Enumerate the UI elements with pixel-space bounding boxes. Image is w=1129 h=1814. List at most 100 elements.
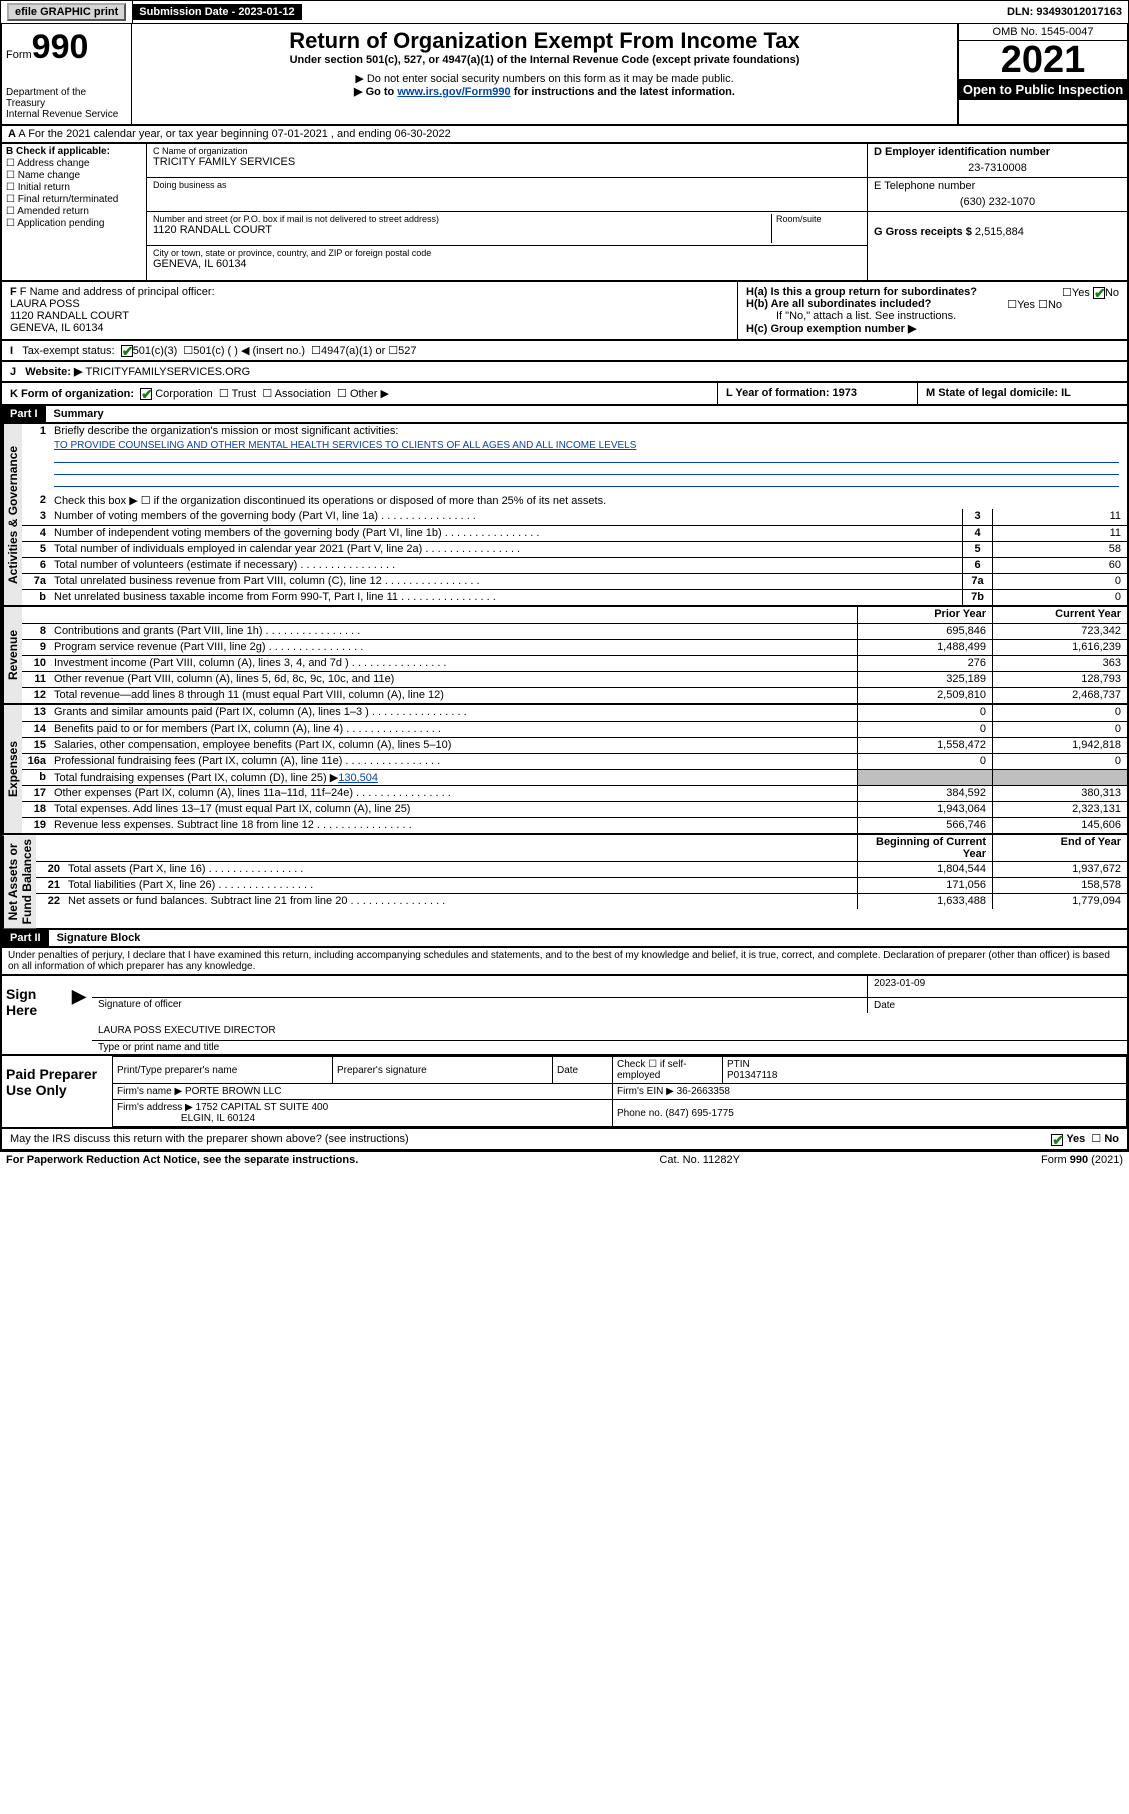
c18: 2,323,131 <box>992 802 1127 817</box>
l22: Net assets or fund balances. Subtract li… <box>64 894 857 909</box>
city: GENEVA, IL 60134 <box>153 258 861 270</box>
open-inspection: Open to Public Inspection <box>959 79 1127 100</box>
row-k: K Form of organization: Corporation ☐ Tr… <box>0 383 1129 406</box>
p10: 276 <box>857 656 992 671</box>
officer-addr2: GENEVA, IL 60134 <box>10 322 729 334</box>
chk-final[interactable]: ☐ Final return/terminated <box>6 194 142 205</box>
irs-link[interactable]: www.irs.gov/Form990 <box>397 86 510 98</box>
opt-other: Other ▶ <box>350 388 389 400</box>
sign-section: Sign Here ▶ 2023-01-09 Signature of offi… <box>0 976 1129 1056</box>
chk-amended[interactable]: ☐ Amended return <box>6 206 142 217</box>
firm: PORTE BROWN LLC <box>185 1086 282 1097</box>
c17: 380,313 <box>992 786 1127 801</box>
h2: Preparer's signature <box>333 1057 553 1084</box>
phone-label: Phone no. <box>617 1108 663 1119</box>
ha-no-check[interactable] <box>1093 287 1105 299</box>
p8: 695,846 <box>857 624 992 639</box>
firm-ein: 36-2663358 <box>677 1086 730 1097</box>
dln: DLN: 93493012017163 <box>1001 4 1128 20</box>
c21: 158,578 <box>992 878 1127 893</box>
chk-501c3[interactable] <box>121 345 133 357</box>
part1-title: Summary <box>46 406 112 422</box>
efile-cell: efile GRAPHIC print <box>1 1 133 23</box>
form-number: 990 <box>32 28 89 66</box>
block-bcd: B Check if applicable: ☐ Address change … <box>0 144 1129 282</box>
p18: 1,943,064 <box>857 802 992 817</box>
firm-addr1: 1752 CAPITAL ST SUITE 400 <box>196 1102 329 1113</box>
chk-pending[interactable]: ☐ Application pending <box>6 218 142 229</box>
l5: Total number of individuals employed in … <box>50 542 962 557</box>
sig-date: 2023-01-09 <box>867 976 1127 997</box>
website: TRICITYFAMILYSERVICES.ORG <box>86 366 251 378</box>
website-label: Website: ▶ <box>25 365 82 378</box>
chk-name[interactable]: ☐ Name change <box>6 170 142 181</box>
preparer-section: Paid Preparer Use Only Print/Type prepar… <box>0 1056 1129 1129</box>
arrow-icon: ▶ <box>72 986 86 1006</box>
tax-year: 2021 <box>959 41 1127 79</box>
p17: 384,592 <box>857 786 992 801</box>
p14: 0 <box>857 722 992 737</box>
g-label: G Gross receipts $ <box>874 226 972 238</box>
l16b: Total fundraising expenses (Part IX, col… <box>50 770 857 785</box>
chk-corp[interactable] <box>140 388 152 400</box>
opt-501c: 501(c) ( ) ◀ (insert no.) <box>193 344 305 357</box>
h1: Print/Type preparer's name <box>113 1057 333 1084</box>
l13: Grants and similar amounts paid (Part IX… <box>50 705 857 721</box>
ha-yes[interactable]: Yes <box>1072 287 1090 299</box>
form-foot: Form 990 (2021) <box>1041 1154 1123 1166</box>
p20: 1,804,544 <box>857 862 992 877</box>
c15: 1,942,818 <box>992 738 1127 753</box>
prep-phone: (847) 695-1775 <box>665 1108 733 1119</box>
firm-addr2: ELGIN, IL 60124 <box>181 1113 255 1124</box>
hb-note: If "No," attach a list. See instructions… <box>746 310 1119 322</box>
l2: Check this box ▶ ☐ if the organization d… <box>50 493 1127 509</box>
officer-typed: LAURA POSS EXECUTIVE DIRECTOR <box>92 1019 282 1040</box>
c13: 0 <box>992 705 1127 721</box>
p22: 1,633,488 <box>857 894 992 909</box>
l18: Total expenses. Add lines 13–17 (must eq… <box>50 802 857 817</box>
col-b-header: B Check if applicable: <box>6 146 142 157</box>
hb-no[interactable]: No <box>1048 299 1062 311</box>
vtab-governance: Activities & Governance <box>2 424 22 605</box>
hc-label: H(c) Group exemption number ▶ <box>746 323 916 335</box>
discuss-yes-check[interactable] <box>1051 1134 1063 1146</box>
dept-label: Department of the Treasury Internal Reve… <box>6 87 127 120</box>
sign-here: Sign Here <box>2 976 72 1054</box>
chk-initial[interactable]: ☐ Initial return <box>6 182 142 193</box>
th-curr: Current Year <box>992 607 1127 623</box>
tax-status-label: Tax-exempt status: <box>22 345 114 357</box>
row-a: A A For the 2021 calendar year, or tax y… <box>0 126 1129 144</box>
c14: 0 <box>992 722 1127 737</box>
opt-corp: Corporation <box>155 388 212 400</box>
v4: 11 <box>992 526 1127 541</box>
l7a: Total unrelated business revenue from Pa… <box>50 574 962 589</box>
firm-ein-label: Firm's EIN ▶ <box>617 1086 674 1097</box>
p21: 171,056 <box>857 878 992 893</box>
efile-button[interactable]: efile GRAPHIC print <box>7 3 126 21</box>
date-label: Date <box>867 998 1127 1013</box>
p11: 325,189 <box>857 672 992 687</box>
form-header: Form990 Department of the Treasury Inter… <box>0 24 1129 126</box>
l1: Briefly describe the organization's miss… <box>50 424 1127 440</box>
irs-q: May the IRS discuss this return with the… <box>10 1133 409 1145</box>
l9: Program service revenue (Part VIII, line… <box>50 640 857 655</box>
col-b: B Check if applicable: ☐ Address change … <box>2 144 147 280</box>
l14: Benefits paid to or for members (Part IX… <box>50 722 857 737</box>
form-label: Form <box>6 49 32 61</box>
col-d: D Employer identification number23-73100… <box>867 144 1127 280</box>
c8: 723,342 <box>992 624 1127 639</box>
officer-name: LAURA POSS <box>10 298 729 310</box>
hb-yes[interactable]: Yes <box>1017 299 1035 311</box>
c11: 128,793 <box>992 672 1127 687</box>
ptin: P01347118 <box>727 1070 777 1081</box>
l11: Other revenue (Part VIII, column (A), li… <box>50 672 857 687</box>
v7a: 0 <box>992 574 1127 589</box>
discuss-no: No <box>1104 1133 1119 1145</box>
c12: 2,468,737 <box>992 688 1127 703</box>
p15: 1,558,472 <box>857 738 992 753</box>
chk-address[interactable]: ☐ Address change <box>6 158 142 169</box>
opt-501c3: 501(c)(3) <box>133 345 178 357</box>
l12: Total revenue—add lines 8 through 11 (mu… <box>50 688 857 703</box>
f-label: F F Name and address of principal office… <box>10 286 729 298</box>
subtitle: Under section 501(c), 527, or 4947(a)(1)… <box>140 54 949 66</box>
